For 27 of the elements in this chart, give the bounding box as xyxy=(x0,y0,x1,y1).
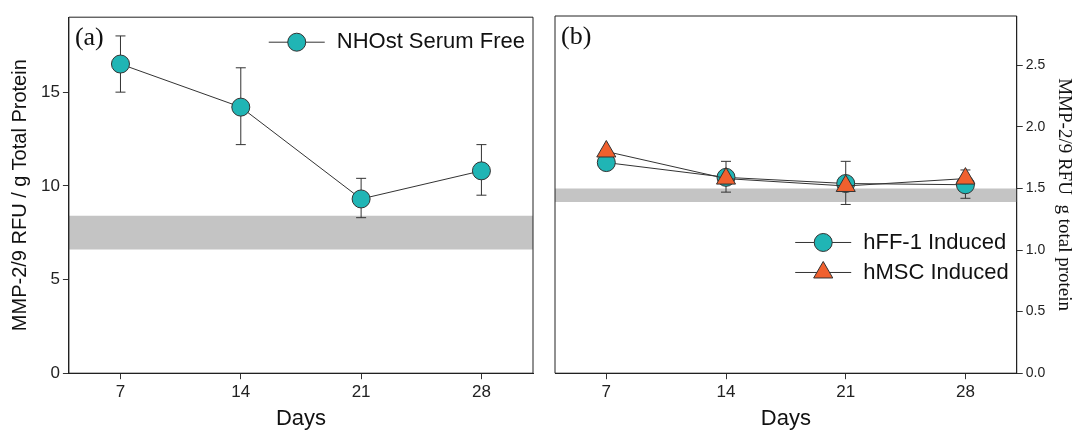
y2-tick-label: 1.0 xyxy=(1025,240,1046,257)
legend-label: hMSC Induced xyxy=(863,258,1009,284)
x-axis-title: Days xyxy=(760,404,811,430)
y2-axis-title: MMP-2/9 RFU g total protein xyxy=(1054,78,1076,312)
x-tick-label: 28 xyxy=(955,382,975,402)
x-tick-label: 28 xyxy=(471,382,491,402)
x-tick-label: 21 xyxy=(351,382,371,402)
y2-tick-label: 1.5 xyxy=(1025,179,1046,196)
annotation: (a) xyxy=(74,22,104,52)
x-tick-label: 21 xyxy=(836,382,856,402)
y-tick-label: 15 xyxy=(40,81,60,101)
legend-label: NHOst Serum Free xyxy=(336,28,526,54)
y-tick-label: 0 xyxy=(50,362,60,382)
y2-tick-label: 2.5 xyxy=(1025,56,1046,73)
x-tick-label: 7 xyxy=(601,382,612,402)
y-tick-label: 10 xyxy=(40,175,60,195)
annotation: (b) xyxy=(561,20,592,50)
y2-tick-label: 0.5 xyxy=(1025,302,1046,319)
y-axis-title: MMP-2/9 RFU / g Total Protein xyxy=(7,59,30,332)
x-tick-label: 14 xyxy=(716,382,736,402)
y2-tick-label: 0.0 xyxy=(1025,364,1046,381)
y-tick-label: 5 xyxy=(50,269,60,289)
x-tick-label: 14 xyxy=(231,382,251,402)
legend-label: hFF-1 Induced xyxy=(863,228,1007,254)
y2-tick-label: 2.0 xyxy=(1025,117,1046,134)
x-axis-title: Days xyxy=(275,404,327,430)
x-tick-label: 7 xyxy=(115,382,126,402)
